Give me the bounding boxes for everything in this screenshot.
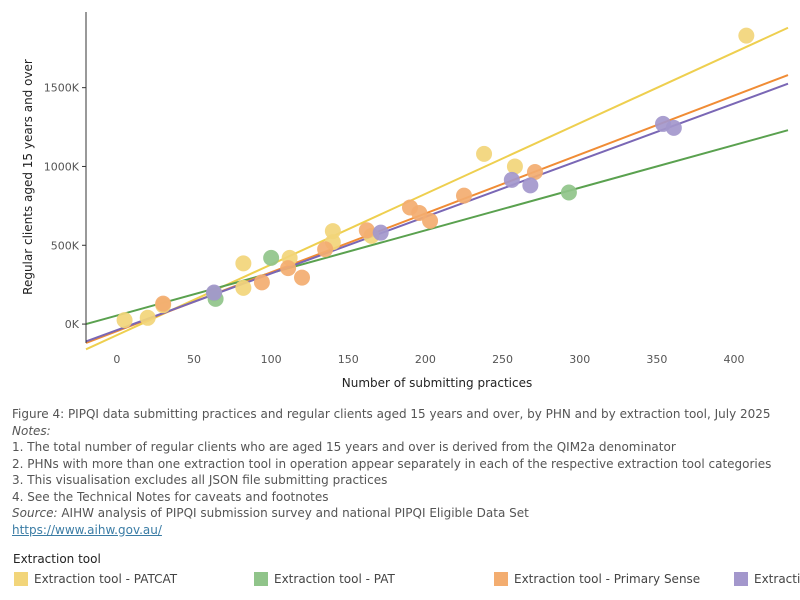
data-point[interactable] (253, 274, 270, 291)
data-point[interactable] (506, 158, 523, 175)
x-tick-label: 150 (338, 353, 359, 366)
x-axis-title: Number of submitting practices (342, 376, 532, 390)
data-point[interactable] (206, 284, 223, 301)
legend-label: Extraction tool - PAT (274, 572, 395, 586)
legend-item-primary-sense[interactable]: Extraction tool - Primary Sense (494, 570, 700, 588)
x-tick-label: 400 (724, 353, 745, 366)
scatter-chart: 0K 500K 1000K 1500K 0 50 100 150 200 250 300 350 40… (21, 12, 789, 390)
y-tick-label: 1000K (44, 160, 80, 173)
legend-swatch (14, 572, 28, 586)
data-point[interactable] (317, 241, 334, 258)
y-axis-ticks: 0K 500K 1000K 1500K (44, 82, 86, 331)
x-tick-label: 350 (646, 353, 667, 366)
aihw-link[interactable]: https://www.aihw.gov.au/ (12, 522, 162, 537)
y-tick-label: 1500K (44, 82, 80, 95)
data-point[interactable] (263, 249, 280, 266)
data-point[interactable] (324, 223, 341, 240)
data-point[interactable] (422, 212, 439, 229)
legend-swatch (254, 572, 268, 586)
data-point[interactable] (522, 177, 539, 194)
data-point[interactable] (503, 171, 520, 188)
data-point[interactable] (139, 309, 156, 326)
y-axis-title: Regular clients aged 15 years and over (21, 59, 35, 295)
chart-notes: Figure 4: PIPQI data submitting practice… (12, 406, 792, 538)
data-point[interactable] (235, 279, 252, 296)
legend-label: Extraction tool - Primary Sense (754, 572, 800, 586)
figure-title: Figure 4: PIPQI data submitting practice… (12, 407, 771, 421)
note-item: 2. PHNs with more than one extraction to… (12, 456, 772, 471)
source-label: Source: (12, 506, 58, 520)
data-point[interactable] (235, 255, 252, 272)
x-tick-label: 0 (113, 353, 120, 366)
x-tick-label: 50 (187, 353, 201, 366)
source-line: Source: AIHW analysis of PIPQI submissio… (12, 505, 792, 522)
data-point[interactable] (476, 145, 493, 162)
y-tick-label: 0K (65, 318, 80, 331)
legend: Extraction tool - PATCAT Extraction tool… (14, 570, 800, 588)
note-item: 3. This visualisation excludes all JSON … (12, 473, 388, 487)
legend-title: Extraction tool (13, 552, 101, 566)
legend-swatch (494, 572, 508, 586)
source-text: AIHW analysis of PIPQI submission survey… (57, 506, 529, 520)
note-item: 1. The total number of regular clients w… (12, 440, 676, 454)
data-point[interactable] (560, 184, 577, 201)
trend-line (85, 82, 789, 343)
x-tick-label: 100 (261, 353, 282, 366)
data-point[interactable] (456, 187, 472, 204)
data-point[interactable] (665, 119, 682, 136)
data-point[interactable] (372, 224, 389, 241)
trend-line (85, 26, 789, 351)
legend-item-pat[interactable]: Extraction tool - PAT (254, 570, 395, 588)
data-point[interactable] (738, 27, 755, 44)
legend-swatch (734, 572, 748, 586)
trend-line (85, 129, 789, 326)
data-point[interactable] (358, 222, 375, 239)
data-point[interactable] (155, 295, 172, 312)
data-point[interactable] (116, 312, 133, 329)
x-axis-ticks: 0 50 100 150 200 250 300 350 400 (113, 353, 744, 366)
notes-label: Notes: (12, 423, 51, 438)
x-tick-label: 250 (492, 353, 513, 366)
trend-lines (85, 26, 789, 351)
legend-item-patcat[interactable]: Extraction tool - PATCAT (14, 570, 177, 588)
x-tick-label: 200 (415, 353, 436, 366)
x-tick-label: 300 (569, 353, 590, 366)
data-point[interactable] (280, 260, 297, 277)
legend-item-fourth[interactable]: Extraction tool - Primary Sense (734, 570, 800, 588)
y-tick-label: 500K (51, 239, 80, 252)
data-point[interactable] (294, 269, 310, 286)
data-point[interactable] (526, 163, 543, 180)
note-item: 4. See the Technical Notes for caveats a… (12, 489, 329, 504)
legend-label: Extraction tool - Primary Sense (514, 572, 701, 586)
data-points (116, 27, 755, 329)
legend-label: Extraction tool - PATCAT (34, 572, 178, 586)
